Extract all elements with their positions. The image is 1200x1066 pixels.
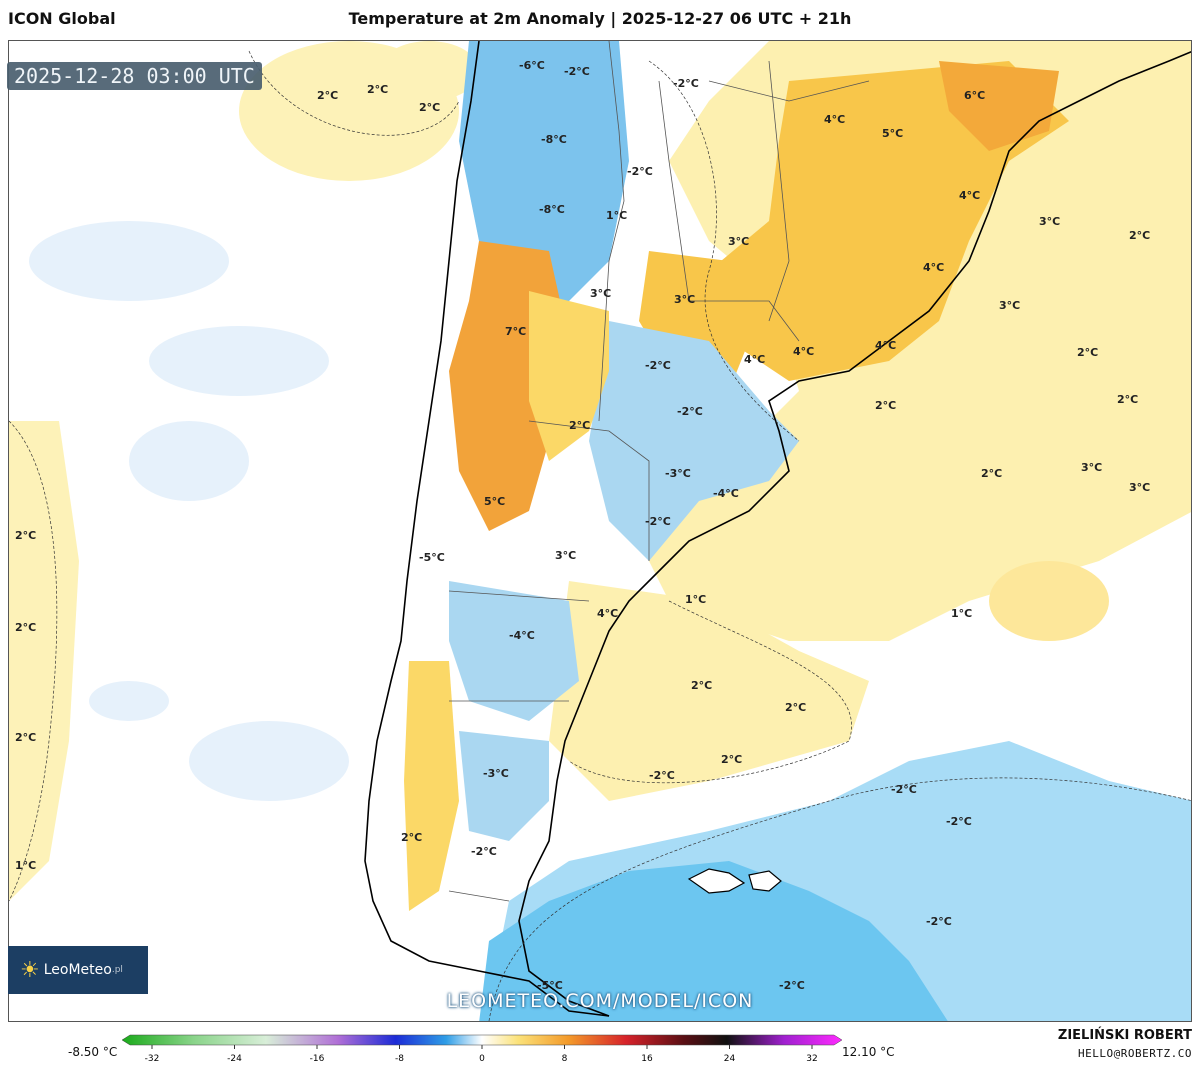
sun-icon: ☀ (20, 957, 40, 983)
contour-label: 6°C (964, 89, 985, 102)
valid-time-badge: 2025-12-28 03:00 UTC (7, 62, 262, 90)
contour-label: 7°C (505, 325, 526, 338)
contour-label: -2°C (673, 77, 699, 90)
contour-label: 2°C (367, 83, 388, 96)
contour-label: 5°C (484, 495, 505, 508)
contour-label: -2°C (926, 915, 952, 928)
contour-label: 2°C (15, 529, 36, 542)
pacific-yellow-blobs (9, 41, 479, 901)
contour-label: 4°C (597, 607, 618, 620)
falkland-islands (687, 868, 782, 894)
south-atlantic-deeper-blue (479, 861, 948, 1021)
contour-label: 3°C (999, 299, 1020, 312)
contour-label: -2°C (677, 405, 703, 418)
contour-label: 5°C (882, 127, 903, 140)
argentina-blue (449, 321, 799, 841)
contour-label: -2°C (471, 845, 497, 858)
pacific-light-blue-blobs (29, 221, 349, 801)
colorbar-tick-label: -32 (145, 1054, 160, 1064)
contour-label: 4°C (793, 345, 814, 358)
contour-label: -2°C (891, 783, 917, 796)
colorbar-tick-label: 32 (806, 1054, 817, 1064)
contour-label: 3°C (1129, 481, 1150, 494)
contour-label: 2°C (1117, 393, 1138, 406)
colorbar-tick-label: 16 (641, 1054, 653, 1064)
colorbar-tick-label: 8 (562, 1054, 568, 1064)
map-canvas: 2°C 2°C 2°C -6°C -2°C -2°C -8°C 6°C 4°C 5°C -2°C 1°… (9, 41, 1191, 1021)
contour-label: 2°C (15, 731, 36, 744)
leometeo-logo[interactable]: ☀ LeoMeteo .pl (8, 946, 148, 994)
contour-label: 4°C (923, 261, 944, 274)
model-name: ICON Global (8, 9, 116, 28)
brazil-orange (639, 61, 1069, 391)
contour-label: 2°C (15, 621, 36, 634)
contour-label: 2°C (1077, 346, 1098, 359)
contour-label: -6°C (519, 59, 545, 72)
contour-label: 1°C (15, 859, 36, 872)
contour-label: 4°C (744, 353, 765, 366)
contour-label: -2°C (946, 815, 972, 828)
contour-label: 3°C (590, 287, 611, 300)
contour-label: 2°C (317, 89, 338, 102)
colorbar-tick-label: -8 (395, 1054, 404, 1064)
contour-label: -5°C (537, 979, 563, 992)
contour-label: 1°C (951, 607, 972, 620)
contour-label: 2°C (721, 753, 742, 766)
colorbar-tick-label: -16 (310, 1054, 325, 1064)
contour-label: 4°C (875, 339, 896, 352)
contour-lines (9, 50, 1191, 1021)
contour-label: -2°C (627, 165, 653, 178)
chart-title: Temperature at 2m Anomaly | 2025-12-27 0… (348, 9, 852, 28)
contour-label: 1°C (685, 593, 706, 606)
contour-label: -5°C (419, 551, 445, 564)
contour-label: 4°C (959, 189, 980, 202)
contour-label: -3°C (665, 467, 691, 480)
contour-label: 2°C (401, 831, 422, 844)
contour-label: 2°C (419, 101, 440, 114)
contour-label: 2°C (981, 467, 1002, 480)
contour-label: -2°C (649, 769, 675, 782)
contour-label: -8°C (541, 133, 567, 146)
atlantic-coastline (518, 50, 1191, 1017)
contour-label: 3°C (728, 235, 749, 248)
colorbar-tick-label: -24 (227, 1054, 242, 1064)
contour-label: -3°C (483, 767, 509, 780)
contour-label: 2°C (691, 679, 712, 692)
colorbar-max-label: 12.10 °C (842, 1045, 895, 1059)
contour-label: -2°C (645, 359, 671, 372)
contour-label: -2°C (645, 515, 671, 528)
contour-label: 3°C (1081, 461, 1102, 474)
contour-label: -4°C (713, 487, 739, 500)
contour-label: 2°C (785, 701, 806, 714)
contour-label: 4°C (824, 113, 845, 126)
contour-label: -4°C (509, 629, 535, 642)
colorbar-min-label: -8.50 °C (68, 1045, 118, 1059)
andes-blue-north (459, 41, 629, 301)
logo-text: LeoMeteo (43, 962, 112, 978)
province-borders (448, 41, 870, 902)
andes-yellow (404, 291, 609, 911)
contour-label: 3°C (1039, 215, 1060, 228)
contour-label: 3°C (555, 549, 576, 562)
author-email[interactable]: HELLO@ROBERTZ.CO (1078, 1047, 1192, 1060)
contour-label: -8°C (539, 203, 565, 216)
contour-label: 3°C (674, 293, 695, 306)
contour-label: -2°C (564, 65, 590, 78)
contour-label: 2°C (569, 419, 590, 432)
contour-label: -2°C (779, 979, 805, 992)
contour-label: 1°C (606, 209, 627, 222)
author-name: ZIELIŃSKI ROBERT (1057, 1028, 1192, 1043)
logo-suffix: .pl (111, 965, 123, 975)
contour-label: 2°C (1129, 229, 1150, 242)
chile-coastline (364, 41, 610, 1017)
colorbar-ticks: -32 -24 -16 -8 0 8 16 24 32 (145, 1045, 818, 1064)
colorbar-tick-label: 0 (479, 1054, 485, 1064)
contour-label: 2°C (875, 399, 896, 412)
website-url[interactable]: LEOMETEO.COM/MODEL/ICON (446, 990, 754, 1012)
anomaly-map: 2°C 2°C 2°C -6°C -2°C -2°C -8°C 6°C 4°C 5°C -2°C 1°… (8, 40, 1192, 1022)
colorbar: -32 -24 -16 -8 0 8 16 24 32 (122, 1034, 842, 1064)
contour-labels: 2°C 2°C 2°C -6°C -2°C -2°C -8°C 6°C 4°C 5°C -2°C 1°… (15, 59, 1150, 992)
colorbar-tick-label: 24 (724, 1054, 736, 1064)
